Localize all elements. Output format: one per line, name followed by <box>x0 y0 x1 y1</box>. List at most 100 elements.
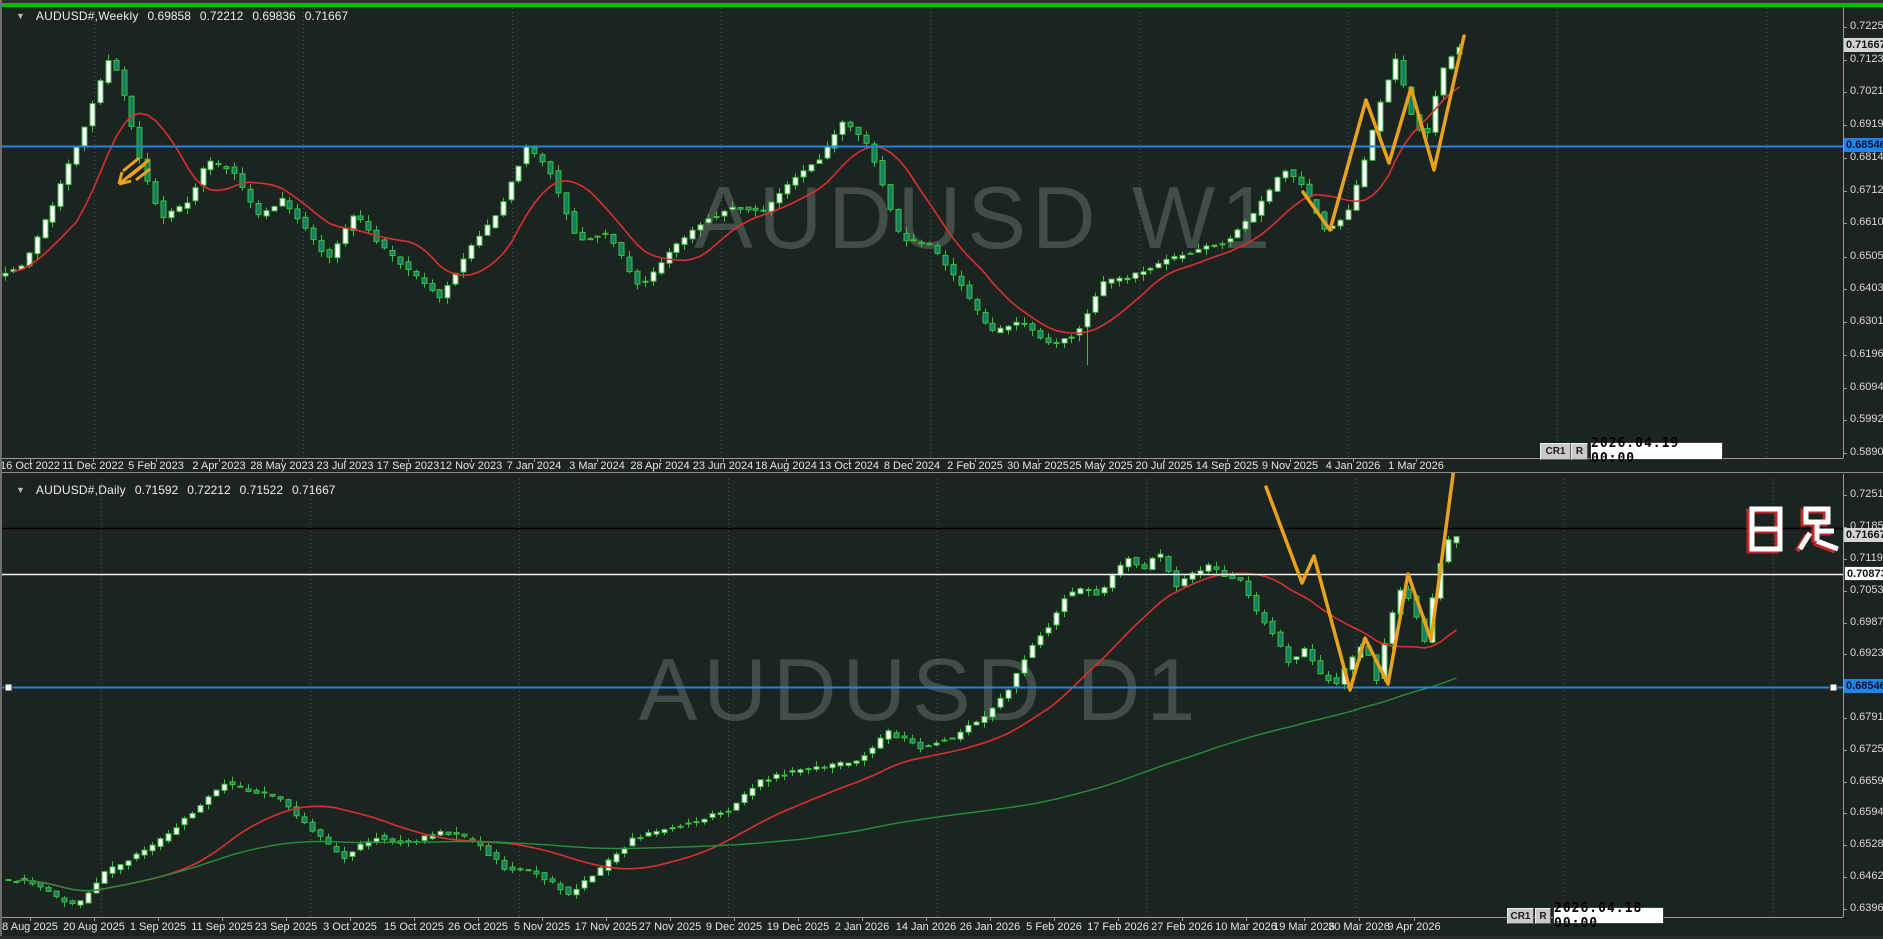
candle-body <box>1053 612 1060 626</box>
candle-body <box>1109 574 1116 589</box>
time-tick-label: 14 Sep 2025 <box>1195 460 1259 472</box>
candle-body <box>141 849 148 856</box>
candle-body <box>1301 648 1308 658</box>
candle-body <box>293 806 300 817</box>
candle-body <box>1274 176 1281 192</box>
chevron-down-icon[interactable]: ▼ <box>16 11 25 21</box>
candle-body <box>610 233 617 244</box>
price-tick <box>1843 782 1847 783</box>
time-tick <box>94 918 95 921</box>
time-tick-label: 30 Mar 2026 <box>1328 921 1390 933</box>
time-tick-label: 17 Feb 2026 <box>1087 921 1149 933</box>
candle-body <box>334 243 341 259</box>
time-tick-label: 27 Feb 2026 <box>1151 921 1213 933</box>
time-tick-label: 3 Mar 2024 <box>569 460 625 472</box>
r-button[interactable]: R <box>1571 443 1588 460</box>
panel-separator[interactable] <box>0 472 1883 473</box>
time-tick-label: 8 Aug 2025 <box>2 921 58 933</box>
time-tick <box>1304 918 1305 921</box>
daily-chart-canvas[interactable] <box>0 473 1883 939</box>
candle-body <box>997 327 1004 334</box>
candle-body <box>1085 588 1092 592</box>
candle-body <box>381 834 388 841</box>
candle-body <box>501 859 508 870</box>
time-tick-label: 23 Jun 2024 <box>692 460 754 472</box>
time-tick-label: 18 Aug 2024 <box>755 460 817 472</box>
time-tick <box>798 918 799 921</box>
candle-body <box>871 143 878 163</box>
next-candle-time-display[interactable]: 2026.04.18 00:00 <box>1553 901 1664 931</box>
candle-body <box>389 838 396 842</box>
time-tick <box>534 459 535 462</box>
candle-body <box>453 832 460 835</box>
candle-body <box>1195 248 1202 253</box>
current-price-box: 0.71667 <box>1844 38 1883 52</box>
candle-body <box>792 176 799 186</box>
candle-body <box>444 285 451 299</box>
candle-body <box>1187 252 1194 255</box>
price-tick <box>1843 388 1847 389</box>
candle-body <box>61 897 68 903</box>
time-tick-label: 28 May 2023 <box>250 460 314 472</box>
window-left-frame <box>0 0 2 939</box>
candle-body <box>925 745 932 748</box>
next-candle-time-display[interactable]: 2026.04.19 00:00 <box>1590 436 1723 466</box>
time-tick <box>597 459 598 462</box>
candle-body <box>2 272 9 277</box>
candle-body <box>541 872 548 881</box>
r-button[interactable]: R <box>1535 908 1551 924</box>
time-tick <box>670 918 671 921</box>
candle-body <box>573 888 580 896</box>
brush-cursor-icon <box>117 156 151 186</box>
cr1-button[interactable]: CR1 <box>1507 908 1534 924</box>
brush-cursor-icon[interactable] <box>117 156 151 186</box>
candle-body <box>847 121 854 128</box>
candle-body <box>950 264 957 276</box>
candle-body <box>301 816 308 824</box>
time-tick <box>1353 459 1354 462</box>
candle-body <box>594 235 601 238</box>
candle-body <box>949 737 956 740</box>
time-tick <box>849 459 850 462</box>
weekly-chart-canvas[interactable] <box>0 0 1883 473</box>
candle-body <box>689 229 696 240</box>
candle-body <box>1101 587 1108 594</box>
candle-body <box>247 188 254 203</box>
time-tick <box>1359 918 1360 921</box>
time-tick-label: 15 Oct 2025 <box>384 921 444 933</box>
candle-body <box>197 805 204 813</box>
line-anchor-handle[interactable] <box>1829 683 1838 692</box>
weekly-high-value: 0.72212 <box>199 9 244 23</box>
candle-body <box>160 200 167 219</box>
candle-body <box>845 762 852 766</box>
time-tick <box>156 459 157 462</box>
chart-layer <box>5 479 1774 917</box>
price-tick <box>1843 453 1847 454</box>
candle-body <box>989 322 996 331</box>
zigzag-drawing[interactable] <box>1264 473 1459 692</box>
candle-body <box>1213 566 1220 571</box>
candle-body <box>531 147 538 155</box>
candle-body <box>436 289 443 299</box>
candle-body <box>1133 556 1140 566</box>
price-tick <box>1843 289 1847 290</box>
price-tick <box>1843 495 1847 496</box>
candle-body <box>271 205 278 212</box>
candle-body <box>381 239 388 249</box>
candle-body <box>745 206 752 211</box>
candle-body <box>816 159 823 165</box>
cr1-button[interactable]: CR1 <box>1540 443 1571 460</box>
candle-body <box>853 760 860 764</box>
line-anchor-handle[interactable] <box>4 683 13 692</box>
chevron-down-icon[interactable]: ▼ <box>16 485 25 495</box>
candle-body <box>97 80 104 104</box>
time-tick-label: 5 Nov 2025 <box>513 921 571 933</box>
time-tick-label: 9 Nov 2025 <box>1261 460 1319 472</box>
price-tick <box>1843 718 1847 719</box>
candle-body <box>934 245 941 254</box>
zigzag-drawing[interactable] <box>1301 34 1466 232</box>
time-tick <box>408 459 409 462</box>
time-tick <box>93 459 94 462</box>
candle-body <box>713 216 720 219</box>
candle-body <box>1309 648 1316 662</box>
